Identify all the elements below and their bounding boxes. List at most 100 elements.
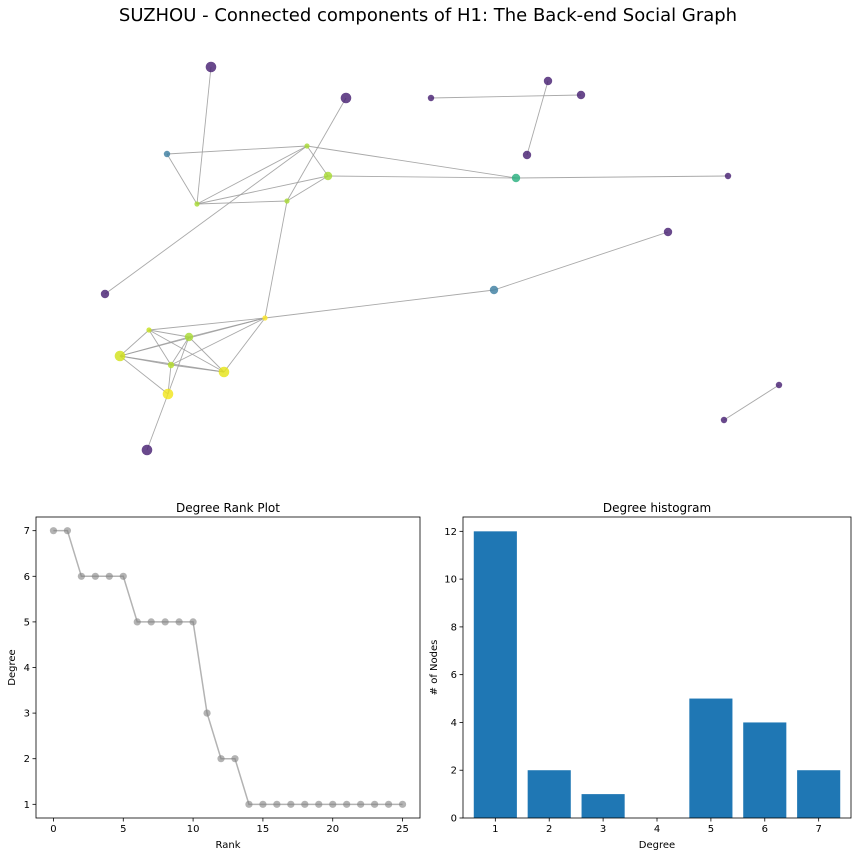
network-edge bbox=[526, 80, 549, 156]
rank-point bbox=[357, 800, 365, 808]
network-graph bbox=[100, 61, 783, 456]
network-node bbox=[114, 350, 126, 362]
network-edge bbox=[264, 200, 288, 319]
histogram-y-tick-label: 8 bbox=[451, 622, 457, 633]
rank-point bbox=[119, 572, 127, 580]
network-node bbox=[262, 315, 268, 321]
network-edge bbox=[286, 175, 329, 202]
histogram-x-tick-label: 5 bbox=[708, 824, 714, 835]
rank-point bbox=[384, 800, 393, 808]
rank-point bbox=[189, 618, 197, 626]
network-node bbox=[284, 198, 290, 204]
rank-x-tick-label: 5 bbox=[120, 824, 126, 835]
degree-rank-plot: Degree Rank Plot 0 5 10 15 20 25 1 2 3 4 5 6 7 Rank Deg… bbox=[7, 501, 421, 851]
rank-point bbox=[287, 800, 295, 808]
network-edges bbox=[104, 66, 780, 451]
network-node bbox=[194, 201, 200, 207]
rank-plot-title: Degree Rank Plot bbox=[176, 501, 280, 515]
network-node bbox=[724, 172, 732, 180]
network-node bbox=[576, 90, 586, 100]
network-node bbox=[775, 381, 783, 389]
rank-series-line bbox=[53, 529, 403, 806]
histogram-y-tick-label: 12 bbox=[444, 527, 457, 538]
network-node bbox=[141, 444, 153, 456]
rank-point bbox=[371, 800, 379, 808]
histogram-bar bbox=[527, 770, 571, 818]
network-edge bbox=[188, 336, 225, 373]
network-node bbox=[146, 327, 152, 333]
network-edge bbox=[196, 145, 308, 205]
rank-y-tick-label: 6 bbox=[24, 572, 30, 583]
rank-point bbox=[343, 800, 351, 808]
network-node bbox=[205, 61, 217, 73]
rank-point bbox=[301, 800, 309, 808]
network-edge bbox=[119, 336, 190, 357]
network-edge bbox=[306, 145, 517, 179]
histogram-bar bbox=[473, 531, 517, 818]
network-edge bbox=[166, 153, 198, 205]
network-node bbox=[218, 366, 230, 378]
histogram-y-tick-label: 4 bbox=[451, 718, 457, 729]
network-edge bbox=[223, 317, 266, 373]
histogram-y-tick-label: 6 bbox=[451, 670, 457, 681]
network-edge bbox=[167, 336, 190, 395]
figure-title: SUZHOU - Connected components of H1: The… bbox=[119, 5, 737, 26]
network-edge bbox=[286, 97, 347, 202]
histogram-bar bbox=[797, 770, 841, 818]
rank-point bbox=[147, 618, 155, 626]
network-edge bbox=[104, 145, 308, 295]
network-edge bbox=[170, 336, 190, 366]
rank-point bbox=[398, 800, 407, 808]
network-node bbox=[340, 92, 352, 104]
histogram-x-tick-label: 7 bbox=[815, 824, 821, 835]
rank-x-tick-label: 15 bbox=[257, 824, 270, 835]
network-edge bbox=[148, 317, 266, 331]
rank-y-tick-label: 7 bbox=[24, 526, 30, 537]
rank-point bbox=[315, 800, 323, 808]
histogram-y-tick-label: 10 bbox=[444, 575, 457, 586]
network-edge bbox=[327, 175, 517, 179]
network-node bbox=[511, 173, 521, 183]
network-edge bbox=[264, 289, 495, 319]
network-node bbox=[720, 416, 728, 424]
network-edge bbox=[430, 94, 582, 99]
rank-point bbox=[217, 755, 225, 763]
rank-point bbox=[161, 618, 169, 626]
rank-x-axis-label: Rank bbox=[216, 840, 241, 851]
rank-y-tick-label: 4 bbox=[24, 663, 30, 674]
rank-point bbox=[273, 800, 281, 808]
histogram-y-tick-label: 2 bbox=[451, 766, 457, 777]
rank-y-tick-label: 2 bbox=[24, 754, 30, 765]
network-edge bbox=[493, 231, 669, 291]
rank-point bbox=[133, 618, 141, 626]
histogram-title: Degree histogram bbox=[603, 501, 711, 515]
network-node bbox=[427, 94, 435, 102]
network-node bbox=[162, 388, 174, 400]
network-node bbox=[543, 76, 553, 86]
rank-y-axis-label: Degree bbox=[7, 649, 18, 685]
histogram-x-tick-label: 4 bbox=[654, 824, 660, 835]
rank-x-tick-label: 10 bbox=[187, 824, 200, 835]
network-edge bbox=[515, 175, 729, 179]
network-edge bbox=[170, 364, 225, 373]
network-edge bbox=[196, 175, 329, 205]
network-edge bbox=[723, 384, 780, 421]
rank-y-tick-label: 3 bbox=[24, 709, 30, 720]
network-node bbox=[522, 150, 532, 160]
rank-y-tick-label: 1 bbox=[24, 800, 30, 811]
rank-point bbox=[329, 800, 337, 808]
network-node bbox=[489, 285, 499, 295]
network-nodes bbox=[100, 61, 783, 456]
rank-x-tick-label: 20 bbox=[326, 824, 339, 835]
network-node bbox=[323, 171, 333, 181]
network-edge bbox=[119, 329, 150, 357]
rank-point bbox=[49, 527, 58, 535]
network-edge bbox=[196, 200, 288, 205]
histogram-x-tick-label: 6 bbox=[762, 824, 768, 835]
network-node bbox=[304, 143, 310, 149]
rank-point bbox=[105, 572, 113, 580]
network-node bbox=[167, 361, 175, 369]
network-node bbox=[163, 150, 171, 158]
rank-y-tick-label: 5 bbox=[24, 617, 30, 628]
